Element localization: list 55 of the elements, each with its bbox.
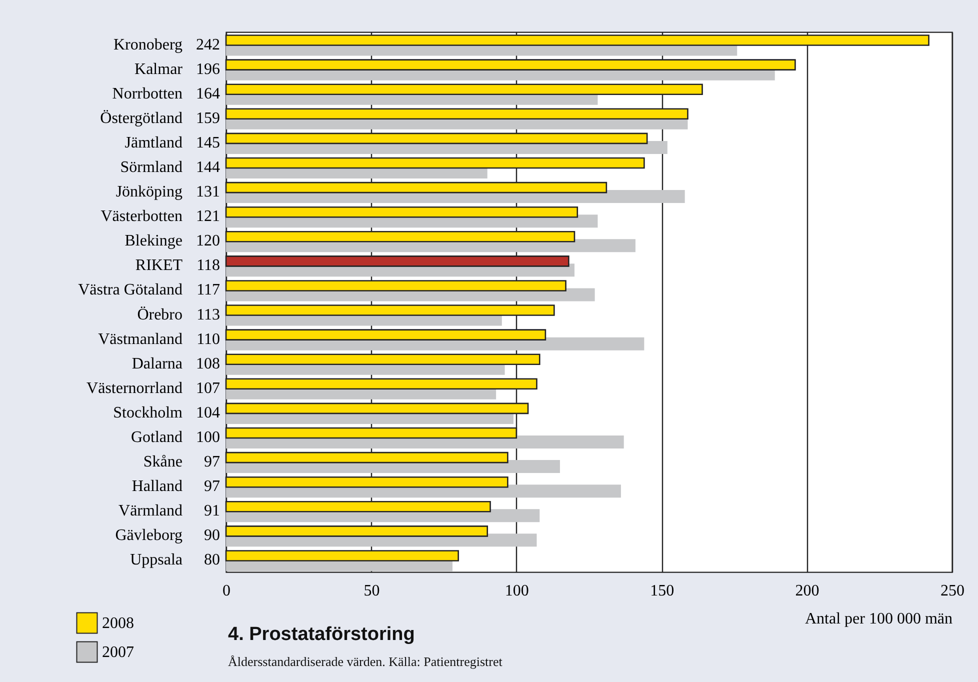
x-tick-label: 250 — [940, 582, 964, 600]
data-label: 97 — [204, 454, 220, 471]
data-label: 131 — [196, 184, 220, 201]
data-label: 118 — [196, 257, 220, 274]
y-tick-label: Norrbotten — [112, 85, 182, 102]
x-tick-label: 50 — [364, 582, 380, 600]
y-tick-label: Västernorrland — [86, 380, 182, 397]
data-label: 104 — [196, 404, 220, 422]
text: 4. Prostataförstoring — [228, 624, 415, 645]
y-tick-label: Värmland — [118, 502, 182, 520]
y-tick-label: Dalarna — [132, 355, 182, 372]
data-label: 110 — [196, 330, 220, 348]
y-tick-label: Uppsala — [130, 552, 182, 569]
y-tick-label: Västmanland — [98, 330, 182, 348]
y-tick-label: Sörmland — [120, 159, 182, 176]
data-label: 164 — [196, 85, 220, 102]
x-tick-label: 200 — [795, 582, 820, 600]
data-label: 144 — [196, 159, 220, 176]
y-tick-label: Stockholm — [113, 404, 184, 422]
data-label: 113 — [196, 306, 220, 324]
data-label: 100 — [196, 429, 220, 446]
x-tick-label: 0 — [222, 582, 230, 600]
legend-label: 2007 — [102, 644, 134, 661]
y-tick-label: RIKET — [135, 257, 183, 274]
x-axis-title: Antal per 100 000 män — [804, 610, 952, 628]
data-label: 108 — [196, 355, 220, 372]
x-tick-label: 100 — [504, 582, 529, 600]
data-label: 80 — [204, 552, 220, 569]
y-tick-label: Gotland — [130, 429, 182, 446]
text: Åldersstandardiserade värden. Källa: Patientregistret — [228, 654, 503, 669]
y-tick-label: Blekinge — [124, 232, 182, 250]
y-tick-label: Jämtland — [124, 134, 182, 152]
data-label: 121 — [196, 208, 220, 226]
data-label: 107 — [196, 380, 220, 397]
y-tick-label: Kalmar — [134, 60, 184, 78]
y-tick-label: Örebro — [137, 306, 182, 324]
y-tick-label: Västerbotten — [100, 208, 182, 226]
data-label: 97 — [204, 478, 220, 496]
data-label: 90 — [204, 527, 220, 544]
data-label: 242 — [196, 36, 220, 54]
y-tick-label: Skåne — [143, 454, 182, 471]
legend-label: 2008 — [102, 615, 134, 632]
y-tick-label: Östergötland — [100, 110, 182, 127]
data-label: 159 — [196, 110, 220, 127]
data-label: 145 — [196, 134, 220, 152]
y-tick-label: Västra Götaland — [78, 282, 182, 299]
data-label: 91 — [204, 502, 220, 520]
y-tick-label: Gävleborg — [115, 527, 182, 544]
data-label: 117 — [196, 282, 220, 299]
y-tick-label: Halland — [132, 478, 182, 496]
y-tick-label: Kronoberg — [113, 36, 182, 54]
y-tick-label: Jönköping — [116, 184, 182, 201]
data-label: 120 — [196, 232, 220, 250]
x-tick-label: 150 — [650, 582, 674, 600]
data-label: 196 — [196, 60, 220, 78]
